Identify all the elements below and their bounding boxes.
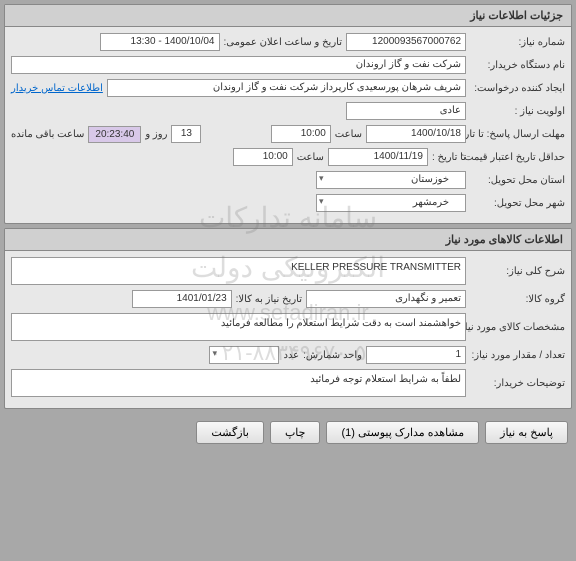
field-need-date: 1401/01/23 [132, 290, 232, 308]
label-creator: ایجاد کننده درخواست: [470, 83, 565, 94]
label-time2: ساعت [297, 152, 324, 163]
back-button[interactable]: بازگشت [196, 421, 264, 444]
label-pub-date: تاریخ و ساعت اعلان عمومی: [224, 37, 343, 48]
label-days-and: روز و [145, 129, 167, 140]
field-specs: خواهشمند است به دقت شرایط استعلام را مطا… [11, 313, 466, 341]
section2-header: اطلاعات کالاهای مورد نیاز [5, 229, 571, 251]
need-details-section: جزئیات اطلاعات نیاز شماره نیاز: 12000935… [4, 4, 572, 224]
dropdown-city[interactable]: خرمشهر [316, 194, 466, 212]
label-unit: واحد شمارش: [303, 350, 362, 361]
field-priority: عادی [346, 102, 466, 120]
dropdown-province[interactable]: خوزستان [316, 171, 466, 189]
field-deadline-date: 1400/10/18 [366, 125, 466, 143]
label-qty: تعداد / مقدار مورد نیاز: [470, 350, 565, 361]
label-time1: ساعت [335, 129, 362, 140]
label-deadline: مهلت ارسال پاسخ: تا تاریخ : [470, 129, 565, 140]
field-pub-date: 1400/10/04 - 13:30 [100, 33, 220, 51]
label-buyer-notes: توضیحات خریدار: [470, 378, 565, 389]
label-to-date: تا تاریخ : [432, 152, 466, 163]
field-desc: KELLER PRESSURE TRANSMITTER [11, 257, 466, 285]
unit-value: عدد [283, 350, 299, 361]
label-group: گروه کالا: [470, 294, 565, 305]
field-valid-date: 1400/11/19 [328, 148, 428, 166]
field-req-no: 1200093567000762 [346, 33, 466, 51]
label-province: استان محل تحویل: [470, 175, 565, 186]
button-row: پاسخ به نیاز مشاهده مدارک پیوستی (1) چاپ… [0, 413, 576, 452]
respond-button[interactable]: پاسخ به نیاز [485, 421, 568, 444]
label-priority: اولویت نیاز : [470, 106, 565, 117]
attachments-button[interactable]: مشاهده مدارک پیوستی (1) [326, 421, 479, 444]
field-valid-time: 10:00 [233, 148, 293, 166]
field-days: 13 [171, 125, 201, 143]
dropdown-unit[interactable] [209, 346, 279, 364]
print-button[interactable]: چاپ [270, 421, 321, 444]
field-buyer-org: شرکت نفت و گاز اروندان [11, 56, 466, 74]
label-specs: مشخصات کالای مورد نیاز: [470, 322, 565, 333]
goods-info-section: اطلاعات کالاهای مورد نیاز شرح کلی نیاز: … [4, 228, 572, 409]
label-req-no: شماره نیاز: [470, 37, 565, 48]
label-buyer-org: نام دستگاه خریدار: [470, 60, 565, 71]
field-deadline-time: 10:00 [271, 125, 331, 143]
label-city: شهر محل تحویل: [470, 198, 565, 209]
field-buyer-notes: لطفاً به شرایط استعلام توجه فرمائید [11, 369, 466, 397]
section1-header: جزئیات اطلاعات نیاز [5, 5, 571, 27]
countdown-box: 20:23:40 [88, 126, 141, 143]
field-group: تعمیر و نگهداری [306, 290, 466, 308]
label-valid: حداقل تاریخ اعتبار قیمت: [470, 152, 565, 163]
label-remaining: ساعت باقی مانده [11, 129, 84, 140]
field-qty: 1 [366, 346, 466, 364]
label-need-date: تاریخ نیاز به کالا: [236, 294, 302, 305]
field-creator: شریف شرهان پورسعیدی کارپرداز شرکت نفت و … [107, 79, 466, 97]
contact-link[interactable]: اطلاعات تماس خریدار [11, 83, 103, 94]
label-desc: شرح کلی نیاز: [470, 266, 565, 277]
